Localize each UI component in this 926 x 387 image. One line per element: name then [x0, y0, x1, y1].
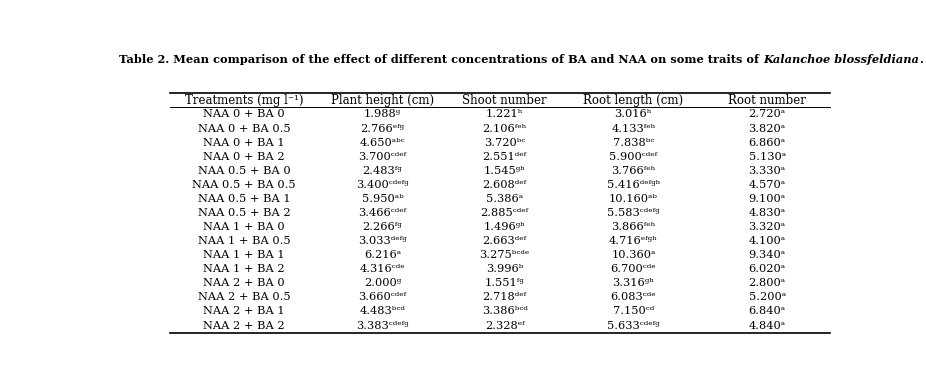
Text: 3.275ᵇᶜᵈᵉ: 3.275ᵇᶜᵈᵉ [480, 250, 530, 260]
Text: 3.330ᵃ: 3.330ᵃ [748, 166, 785, 176]
Text: NAA 0.5 + BA 0.5: NAA 0.5 + BA 0.5 [192, 180, 295, 190]
Text: 1.221ʰ: 1.221ʰ [486, 110, 523, 120]
Text: NAA 0.5 + BA 2: NAA 0.5 + BA 2 [197, 208, 290, 218]
Text: NAA 1 + BA 0.5: NAA 1 + BA 0.5 [197, 236, 290, 246]
Text: 1.545ᵍʰ: 1.545ᵍʰ [483, 166, 526, 176]
Text: Plant height (cm): Plant height (cm) [331, 94, 434, 106]
Text: NAA 0 + BA 2: NAA 0 + BA 2 [203, 152, 284, 162]
Text: Table 2. Mean comparison of the effect of different concentrations of BA and NAA: Table 2. Mean comparison of the effect o… [119, 54, 763, 65]
Text: NAA 0 + BA 0.5: NAA 0 + BA 0.5 [197, 123, 290, 134]
Text: 3.820ᵃ: 3.820ᵃ [748, 123, 785, 134]
Text: 5.200ᵃ: 5.200ᵃ [748, 293, 785, 302]
Text: NAA 0.5 + BA 1: NAA 0.5 + BA 1 [197, 194, 290, 204]
Text: Root number: Root number [728, 94, 806, 106]
Text: 10.160ᵃᵇ: 10.160ᵃᵇ [609, 194, 657, 204]
Text: 9.100ᵃ: 9.100ᵃ [748, 194, 785, 204]
Text: NAA 2 + BA 0.5: NAA 2 + BA 0.5 [197, 293, 290, 302]
Text: 5.386ᵃ: 5.386ᵃ [486, 194, 523, 204]
Text: NAA 0 + BA 0: NAA 0 + BA 0 [203, 110, 284, 120]
Text: 3.386ᵇᶜᵈ: 3.386ᵇᶜᵈ [482, 307, 528, 317]
Text: 5.130ᵃ: 5.130ᵃ [748, 152, 785, 162]
Text: 3.866ᶠᵉʰ: 3.866ᶠᵉʰ [611, 222, 656, 232]
Text: 7.838ᵇᶜ: 7.838ᵇᶜ [613, 138, 654, 147]
Text: NAA 1 + BA 1: NAA 1 + BA 1 [203, 250, 284, 260]
Text: NAA 2 + BA 0: NAA 2 + BA 0 [203, 278, 284, 288]
Text: 2.720ᵃ: 2.720ᵃ [748, 110, 785, 120]
Text: 3.766ᶠᵉʰ: 3.766ᶠᵉʰ [611, 166, 656, 176]
Text: NAA 0 + BA 1: NAA 0 + BA 1 [203, 138, 284, 147]
Text: 6.020ᵃ: 6.020ᵃ [748, 264, 785, 274]
Text: 1.988ᵍ: 1.988ᵍ [364, 110, 401, 120]
Text: 2.483ᶠᵍ: 2.483ᶠᵍ [363, 166, 403, 176]
Text: 2.328ᵉᶠ: 2.328ᵉᶠ [485, 320, 524, 330]
Text: 5.633ᶜᵈᵉᶠᵍ: 5.633ᶜᵈᵉᶠᵍ [607, 320, 659, 330]
Text: 6.700ᶜᵈᵉ: 6.700ᶜᵈᵉ [610, 264, 657, 274]
Text: 4.133ᶠᵉʰ: 4.133ᶠᵉʰ [611, 123, 656, 134]
Text: 4.570ᵃ: 4.570ᵃ [748, 180, 785, 190]
Text: 3.996ᵇ: 3.996ᵇ [486, 264, 523, 274]
Text: 3.400ᶜᵈᵉᶠᵍ: 3.400ᶜᵈᵉᶠᵍ [357, 180, 408, 190]
Text: 5.416ᵈᵉᶠᵍʰ: 5.416ᵈᵉᶠᵍʰ [607, 180, 660, 190]
Text: 2.800ᵃ: 2.800ᵃ [748, 278, 785, 288]
Text: 3.033ᵈᵉᶠᵍ: 3.033ᵈᵉᶠᵍ [358, 236, 407, 246]
Text: 2.718ᵈᵉᶠ: 2.718ᵈᵉᶠ [482, 293, 527, 302]
Text: 3.016ʰ: 3.016ʰ [615, 110, 652, 120]
Text: 2.885ᶜᵈᵉᶠ: 2.885ᶜᵈᵉᶠ [481, 208, 529, 218]
Text: Shoot number: Shoot number [462, 94, 547, 106]
Text: 2.663ᵈᵉᶠ: 2.663ᵈᵉᶠ [482, 236, 527, 246]
Text: 3.660ᶜᵈᵉᶠ: 3.660ᶜᵈᵉᶠ [358, 293, 407, 302]
Text: .: . [920, 54, 923, 65]
Text: NAA 2 + BA 2: NAA 2 + BA 2 [203, 320, 284, 330]
Text: NAA 2 + BA 1: NAA 2 + BA 1 [203, 307, 284, 317]
Text: 4.483ᵇᶜᵈ: 4.483ᵇᶜᵈ [359, 307, 406, 317]
Text: 6.216ᵃ: 6.216ᵃ [364, 250, 401, 260]
Text: 2.000ᵍ: 2.000ᵍ [364, 278, 401, 288]
Text: 9.340ᵃ: 9.340ᵃ [748, 250, 785, 260]
Text: 3.466ᶜᵈᵉᶠ: 3.466ᶜᵈᵉᶠ [358, 208, 407, 218]
Text: 4.316ᶜᵈᵉ: 4.316ᶜᵈᵉ [359, 264, 406, 274]
Text: NAA 0.5 + BA 0: NAA 0.5 + BA 0 [197, 166, 290, 176]
Text: 2.266ᶠᵍ: 2.266ᶠᵍ [363, 222, 403, 232]
Text: 1.496ᵍʰ: 1.496ᵍʰ [483, 222, 526, 232]
Text: 3.720ᵇᶜ: 3.720ᵇᶜ [484, 138, 525, 147]
Text: 1.551ᶠᵍ: 1.551ᶠᵍ [485, 278, 524, 288]
Text: 2.106ᶠᵉʰ: 2.106ᶠᵉʰ [482, 123, 527, 134]
Text: 10.360ᵃ: 10.360ᵃ [611, 250, 656, 260]
Text: 5.583ᶜᵈᵉᶠᵍ: 5.583ᶜᵈᵉᶠᵍ [607, 208, 659, 218]
Text: 4.840ᵃ: 4.840ᵃ [748, 320, 785, 330]
Text: 2.608ᵈᵉᶠ: 2.608ᵈᵉᶠ [482, 180, 527, 190]
Text: Treatments (mg l⁻¹): Treatments (mg l⁻¹) [184, 94, 303, 106]
Text: 4.716ᵉᶠᵍʰ: 4.716ᵉᶠᵍʰ [609, 236, 657, 246]
Text: 4.100ᵃ: 4.100ᵃ [748, 236, 785, 246]
Text: 3.700ᶜᵈᵉᶠ: 3.700ᶜᵈᵉᶠ [358, 152, 407, 162]
Text: 6.083ᶜᵈᵉ: 6.083ᶜᵈᵉ [610, 293, 657, 302]
Text: 4.650ᵃᵇᶜ: 4.650ᵃᵇᶜ [359, 138, 406, 147]
Text: 6.860ᵃ: 6.860ᵃ [748, 138, 785, 147]
Text: 7.150ᶜᵈ: 7.150ᶜᵈ [613, 307, 654, 317]
Text: 3.383ᶜᵈᵉᶠᵍ: 3.383ᶜᵈᵉᶠᵍ [357, 320, 408, 330]
Text: 3.320ᵃ: 3.320ᵃ [748, 222, 785, 232]
Text: NAA 1 + BA 2: NAA 1 + BA 2 [203, 264, 284, 274]
Text: 6.840ᵃ: 6.840ᵃ [748, 307, 785, 317]
Text: NAA 1 + BA 0: NAA 1 + BA 0 [203, 222, 284, 232]
Text: Root length (cm): Root length (cm) [583, 94, 683, 106]
Text: 5.950ᵃᵇ: 5.950ᵃᵇ [362, 194, 404, 204]
Text: 2.551ᵈᵉᶠ: 2.551ᵈᵉᶠ [482, 152, 527, 162]
Text: 4.830ᵃ: 4.830ᵃ [748, 208, 785, 218]
Text: 5.900ᶜᵈᵉᶠ: 5.900ᶜᵈᵉᶠ [609, 152, 657, 162]
Text: 2.766ᵉᶠᵍ: 2.766ᵉᶠᵍ [360, 123, 405, 134]
Text: Kalanchoe blossfeldiana: Kalanchoe blossfeldiana [763, 54, 920, 65]
Text: 3.316ᵍʰ: 3.316ᵍʰ [612, 278, 655, 288]
